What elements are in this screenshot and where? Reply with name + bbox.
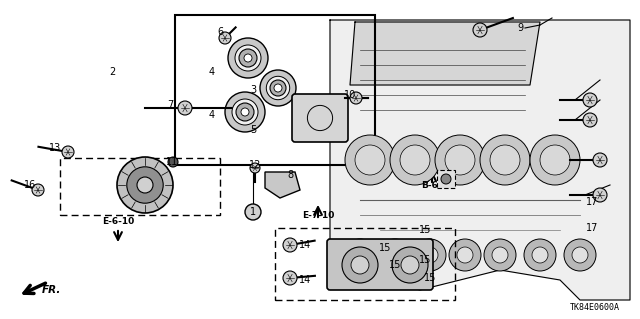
Circle shape bbox=[593, 188, 607, 202]
Circle shape bbox=[441, 174, 451, 184]
Circle shape bbox=[127, 167, 163, 203]
Circle shape bbox=[564, 239, 596, 271]
FancyBboxPatch shape bbox=[327, 239, 433, 290]
Text: 17: 17 bbox=[586, 223, 598, 233]
Circle shape bbox=[250, 163, 260, 173]
Circle shape bbox=[178, 101, 192, 115]
Text: E-6-10: E-6-10 bbox=[102, 218, 134, 226]
Circle shape bbox=[219, 32, 231, 44]
Circle shape bbox=[342, 247, 378, 283]
Circle shape bbox=[414, 239, 446, 271]
Text: 13: 13 bbox=[49, 143, 61, 153]
Circle shape bbox=[244, 54, 252, 62]
Circle shape bbox=[401, 256, 419, 274]
Circle shape bbox=[490, 145, 520, 175]
Text: 7: 7 bbox=[167, 100, 173, 110]
Circle shape bbox=[484, 239, 516, 271]
Text: 10: 10 bbox=[344, 90, 356, 100]
Circle shape bbox=[445, 145, 475, 175]
Circle shape bbox=[355, 145, 385, 175]
Polygon shape bbox=[330, 20, 630, 300]
Circle shape bbox=[530, 135, 580, 185]
Circle shape bbox=[350, 92, 362, 104]
Circle shape bbox=[241, 108, 249, 116]
Circle shape bbox=[390, 135, 440, 185]
Circle shape bbox=[400, 145, 430, 175]
Circle shape bbox=[435, 135, 485, 185]
Circle shape bbox=[62, 146, 74, 158]
Text: 17: 17 bbox=[586, 197, 598, 207]
Circle shape bbox=[583, 113, 597, 127]
Text: 9: 9 bbox=[517, 23, 523, 33]
Text: 4: 4 bbox=[209, 67, 215, 77]
Circle shape bbox=[225, 92, 265, 132]
Text: 1: 1 bbox=[250, 207, 256, 217]
Circle shape bbox=[345, 135, 395, 185]
Circle shape bbox=[572, 247, 588, 263]
Circle shape bbox=[228, 38, 268, 78]
Text: 15: 15 bbox=[379, 243, 391, 253]
Circle shape bbox=[137, 177, 153, 193]
Circle shape bbox=[422, 247, 438, 263]
Circle shape bbox=[245, 204, 261, 220]
Circle shape bbox=[270, 80, 286, 96]
Text: 4: 4 bbox=[209, 110, 215, 120]
Circle shape bbox=[236, 103, 254, 121]
Text: 12: 12 bbox=[249, 160, 261, 170]
Circle shape bbox=[283, 271, 297, 285]
Circle shape bbox=[117, 157, 173, 213]
Circle shape bbox=[352, 247, 368, 263]
Circle shape bbox=[379, 239, 411, 271]
Text: 16: 16 bbox=[24, 180, 36, 190]
Circle shape bbox=[392, 247, 428, 283]
Polygon shape bbox=[350, 22, 540, 85]
Text: E-7-10: E-7-10 bbox=[302, 211, 334, 219]
Text: 15: 15 bbox=[424, 273, 436, 283]
Bar bbox=[275, 228, 455, 300]
Circle shape bbox=[473, 23, 487, 37]
Circle shape bbox=[532, 247, 548, 263]
Circle shape bbox=[32, 184, 44, 196]
Text: 11: 11 bbox=[166, 157, 178, 167]
Circle shape bbox=[457, 247, 473, 263]
Circle shape bbox=[260, 70, 296, 106]
Circle shape bbox=[168, 157, 178, 167]
Circle shape bbox=[387, 247, 403, 263]
Text: B-6: B-6 bbox=[422, 181, 438, 189]
Circle shape bbox=[492, 247, 508, 263]
Text: 6: 6 bbox=[217, 27, 223, 37]
Circle shape bbox=[524, 239, 556, 271]
Text: 15: 15 bbox=[419, 255, 431, 265]
Circle shape bbox=[239, 49, 257, 67]
Bar bbox=[175, 15, 375, 165]
Circle shape bbox=[583, 93, 597, 107]
Text: FR.: FR. bbox=[42, 285, 61, 295]
Circle shape bbox=[344, 239, 376, 271]
Circle shape bbox=[274, 84, 282, 92]
Circle shape bbox=[593, 153, 607, 167]
Text: 8: 8 bbox=[287, 170, 293, 180]
Circle shape bbox=[283, 238, 297, 252]
Text: 2: 2 bbox=[109, 67, 115, 77]
Circle shape bbox=[351, 256, 369, 274]
Circle shape bbox=[540, 145, 570, 175]
Circle shape bbox=[449, 239, 481, 271]
Text: 5: 5 bbox=[250, 125, 256, 135]
Bar bbox=[60, 158, 220, 215]
Text: TK84E0600A: TK84E0600A bbox=[570, 303, 620, 312]
Circle shape bbox=[235, 45, 261, 71]
Circle shape bbox=[232, 99, 258, 125]
Bar bbox=[437, 170, 455, 188]
Circle shape bbox=[480, 135, 530, 185]
Text: 15: 15 bbox=[389, 260, 401, 270]
Text: 3: 3 bbox=[250, 85, 256, 95]
Text: 14: 14 bbox=[299, 240, 311, 250]
Text: 14: 14 bbox=[299, 275, 311, 285]
Text: 15: 15 bbox=[419, 225, 431, 235]
Polygon shape bbox=[265, 172, 300, 198]
FancyBboxPatch shape bbox=[292, 94, 348, 142]
Circle shape bbox=[266, 76, 290, 100]
